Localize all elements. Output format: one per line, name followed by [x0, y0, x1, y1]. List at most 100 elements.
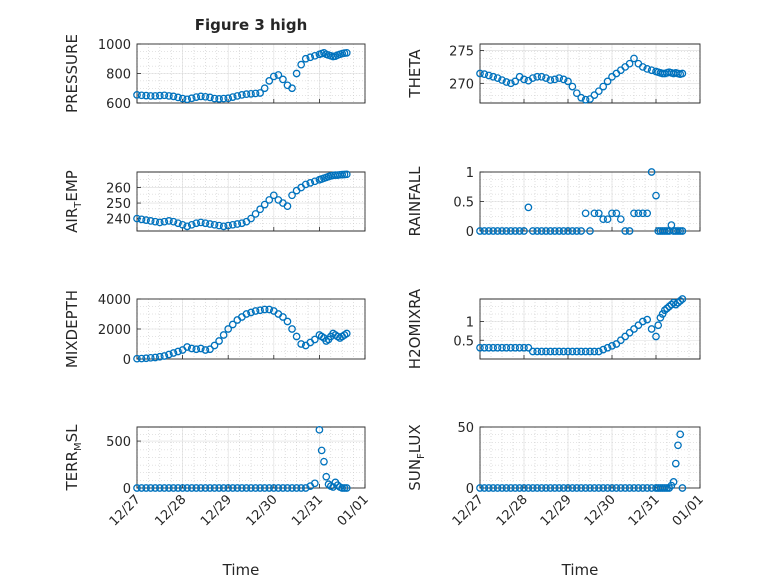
data-point	[288, 191, 296, 200]
data-point	[616, 215, 625, 224]
data-point	[251, 89, 260, 98]
y-tick-label: 1000	[98, 38, 131, 53]
x-tick-label: 12/31	[626, 492, 663, 529]
data-point	[498, 343, 506, 352]
data-point	[537, 347, 546, 356]
y-tick-label: 1	[466, 166, 474, 181]
data-point	[151, 353, 160, 362]
data-point	[603, 215, 612, 224]
data-point	[283, 202, 292, 211]
data-point	[133, 91, 141, 99]
data-point	[265, 77, 274, 85]
y-tick-label: 275	[449, 45, 474, 60]
data-point	[638, 63, 647, 71]
data-point	[590, 347, 599, 356]
data-point	[537, 72, 546, 81]
data-point	[301, 180, 310, 189]
data-point	[520, 484, 528, 492]
data-point	[224, 325, 233, 333]
data-point	[342, 329, 351, 338]
data-point	[155, 352, 164, 361]
x-tick-label: 12/28	[152, 492, 189, 529]
data-point	[265, 484, 274, 492]
subplot-1: 600 800 1000 PRESSURE Figure 3 high	[63, 16, 366, 113]
data-point	[577, 484, 586, 492]
data-point	[306, 53, 315, 62]
data-point	[183, 343, 192, 351]
data-point	[247, 308, 255, 317]
data-point	[515, 484, 524, 492]
data-point	[568, 82, 577, 91]
series-markers	[476, 54, 687, 104]
data-point	[489, 484, 498, 492]
data-point	[242, 310, 251, 318]
plot-frame	[479, 426, 701, 489]
data-point	[247, 484, 255, 492]
data-point	[210, 341, 219, 350]
data-point	[269, 191, 278, 200]
data-point	[550, 227, 559, 235]
data-point	[577, 93, 586, 102]
data-point	[146, 353, 155, 362]
data-point	[251, 484, 260, 492]
y-tick-label: 240	[106, 213, 131, 228]
data-point	[678, 295, 687, 303]
data-point	[489, 227, 498, 235]
data-point	[489, 72, 498, 81]
data-point	[206, 93, 214, 102]
data-point	[572, 89, 581, 98]
data-point	[315, 425, 324, 434]
data-point	[678, 69, 687, 78]
y-axis-label: RAINFALL	[406, 166, 424, 237]
data-point	[678, 484, 687, 492]
data-point	[676, 297, 685, 305]
data-point	[594, 87, 603, 96]
data-point	[660, 484, 669, 492]
data-point	[658, 310, 667, 318]
data-point	[559, 75, 568, 84]
y-tick-label: 4000	[98, 293, 131, 308]
data-point	[215, 337, 223, 345]
data-point	[502, 227, 511, 235]
subplot-4: 0 0.5 1 RAINFALL	[406, 166, 701, 240]
data-point	[652, 191, 660, 200]
data-point	[586, 95, 594, 103]
data-point	[643, 209, 652, 218]
data-point	[590, 484, 599, 492]
data-point	[533, 72, 542, 81]
data-point	[634, 209, 643, 218]
series-markers	[133, 48, 351, 104]
data-point	[630, 325, 638, 333]
plot-frame	[479, 43, 701, 104]
data-point	[676, 430, 685, 439]
data-point	[160, 352, 169, 360]
data-point	[533, 227, 542, 235]
data-point	[187, 344, 196, 353]
data-point	[174, 93, 182, 102]
data-point	[476, 484, 484, 492]
data-point	[528, 347, 537, 356]
data-point	[559, 347, 568, 356]
data-point	[210, 94, 219, 103]
data-point	[142, 354, 150, 363]
data-point	[480, 343, 489, 352]
data-point	[660, 227, 669, 235]
data-point	[260, 200, 269, 209]
series-markers	[133, 305, 351, 363]
data-point	[665, 302, 674, 311]
data-point	[608, 484, 616, 492]
data-point	[550, 75, 559, 84]
data-point	[256, 306, 264, 315]
y-axis-label: PRESSURE	[63, 34, 81, 113]
data-point	[228, 220, 237, 229]
data-point	[279, 313, 287, 321]
data-point	[572, 347, 581, 356]
data-point	[502, 343, 511, 352]
y-tick-label: 600	[106, 97, 131, 112]
data-point	[183, 95, 192, 104]
x-tick-label: 01/01	[670, 492, 707, 529]
x-tick-label: 12/28	[494, 492, 531, 529]
data-point	[160, 484, 169, 492]
data-point	[228, 320, 237, 329]
